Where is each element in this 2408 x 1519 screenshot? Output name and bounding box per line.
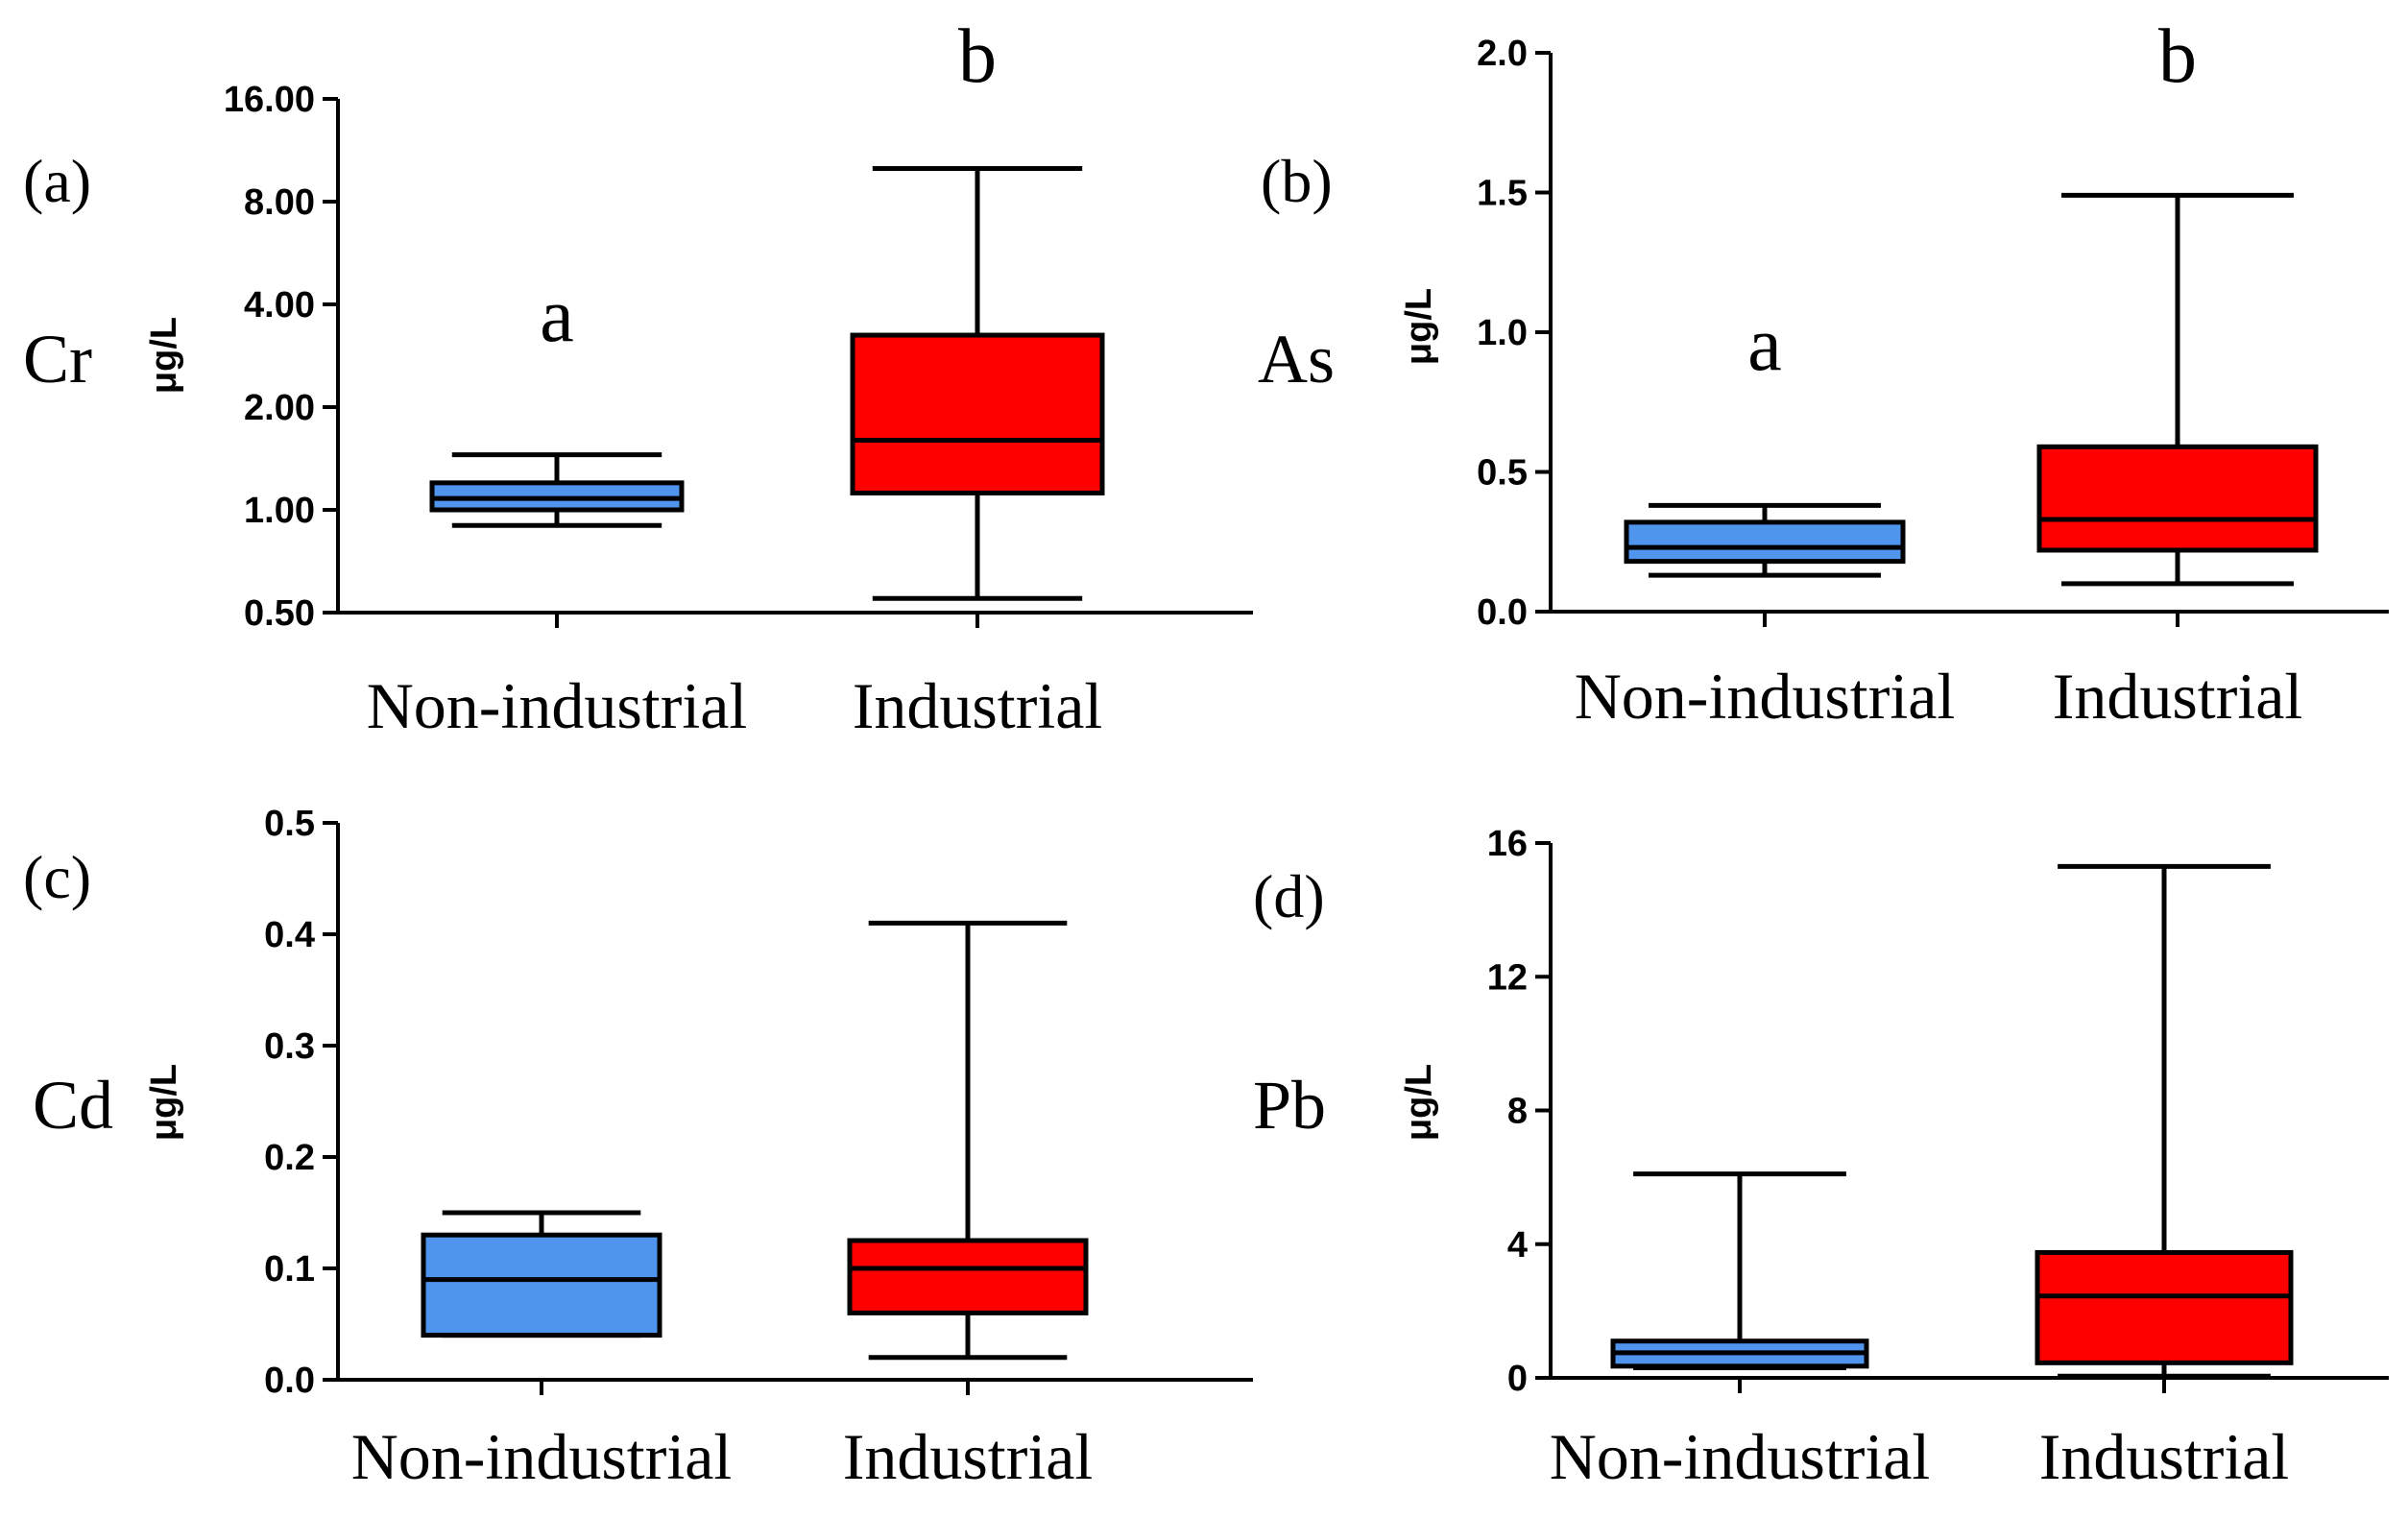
y-tick-label: 0.0 bbox=[264, 1361, 315, 1401]
iqr-box bbox=[2036, 444, 2319, 553]
box-industrial: Industrial bbox=[850, 166, 1105, 742]
y-tick-label: 0.3 bbox=[264, 1026, 315, 1067]
y-tick-label: 2.0 bbox=[1477, 34, 1528, 74]
y-tick-label: 0.1 bbox=[264, 1249, 315, 1290]
iqr-box bbox=[421, 1232, 662, 1338]
box-non-industrial: Non-industrial bbox=[1575, 502, 1956, 733]
chart-panel-2: (b) As μg/L 0.0 0.5 1.0 1.5 2.0 Non-industrial In… bbox=[1258, 14, 2389, 733]
y-tick-label: 16 bbox=[1487, 824, 1528, 864]
y-tick-label: 0.50 bbox=[244, 593, 315, 634]
iqr-box bbox=[850, 332, 1105, 496]
y-axis-label: μg/L bbox=[144, 317, 184, 394]
box-non-industrial: Non-industrial bbox=[367, 452, 748, 742]
significance-letter: a bbox=[540, 274, 574, 358]
y-tick-label: 0.2 bbox=[264, 1138, 315, 1178]
y-tick-label: 0.4 bbox=[264, 915, 315, 955]
category-label: Non-industrial bbox=[1575, 660, 1956, 733]
chart-panel-1: (a) Cr μg/L 0.50 1.00 2.00 4.00 8.00 16.00 Non-in… bbox=[23, 14, 1253, 742]
element-label: Pb bbox=[1253, 1067, 1326, 1144]
element-label: Cr bbox=[23, 321, 92, 398]
y-tick-label: 16.00 bbox=[224, 80, 315, 120]
significance-letter: b bbox=[958, 14, 997, 99]
y-tick-label: 0.5 bbox=[1477, 453, 1528, 494]
category-label: Non-industrial bbox=[367, 669, 748, 742]
y-tick-label: 0 bbox=[1507, 1359, 1528, 1399]
y-tick-label: 4.00 bbox=[244, 285, 315, 326]
category-label: Industrial bbox=[853, 669, 1103, 742]
significance-letter: a bbox=[1747, 302, 1782, 387]
y-tick-label: 1.0 bbox=[1477, 313, 1528, 353]
category-label: Industrial bbox=[2039, 1420, 2290, 1493]
category-label: Non-industrial bbox=[1550, 1420, 1931, 1493]
panel-label: (c) bbox=[23, 843, 91, 911]
y-tick-label: 0.5 bbox=[264, 804, 315, 844]
box-non-industrial: Non-industrial bbox=[351, 1210, 733, 1493]
y-tick-label: 1.00 bbox=[244, 491, 315, 531]
box-industrial: Industrial bbox=[2035, 863, 2294, 1493]
iqr-box bbox=[1624, 519, 1906, 565]
y-tick-label: 8.00 bbox=[244, 182, 315, 223]
y-axis-label: μg/L bbox=[144, 1064, 184, 1141]
panel-label: (a) bbox=[23, 147, 91, 215]
element-label: Cd bbox=[33, 1067, 113, 1144]
iqr-box bbox=[2035, 1249, 2294, 1365]
box-industrial: Industrial bbox=[843, 920, 1094, 1493]
box-non-industrial: Non-industrial bbox=[1550, 1171, 1931, 1493]
y-tick-label: 2.00 bbox=[244, 388, 315, 428]
y-tick-label: 8 bbox=[1507, 1092, 1528, 1132]
y-tick-label: 1.5 bbox=[1477, 174, 1528, 214]
panel-label: (d) bbox=[1253, 862, 1325, 930]
y-tick-label: 12 bbox=[1487, 957, 1528, 998]
iqr-box bbox=[847, 1238, 1089, 1315]
significance-letter: b bbox=[2158, 14, 2197, 99]
element-label: As bbox=[1258, 321, 1335, 398]
y-axis-label: μg/L bbox=[1399, 288, 1439, 365]
box-industrial: Industrial bbox=[2036, 192, 2319, 733]
chart-panel-3: (c) Cd μg/L 0.0 0.1 0.2 0.3 0.4 0.5 Non-industria… bbox=[23, 804, 1253, 1493]
category-label: Non-industrial bbox=[351, 1420, 733, 1493]
category-label: Industrial bbox=[2053, 660, 2303, 733]
chart-panel-4: (d) Pb μg/L 0 4 8 12 16 Non-industrial Industrial bbox=[1253, 824, 2389, 1493]
y-tick-label: 0.0 bbox=[1477, 592, 1528, 633]
y-axis-label: μg/L bbox=[1399, 1064, 1439, 1141]
y-tick-label: 4 bbox=[1507, 1225, 1528, 1266]
category-label: Industrial bbox=[843, 1420, 1094, 1493]
panel-label: (b) bbox=[1261, 147, 1333, 215]
